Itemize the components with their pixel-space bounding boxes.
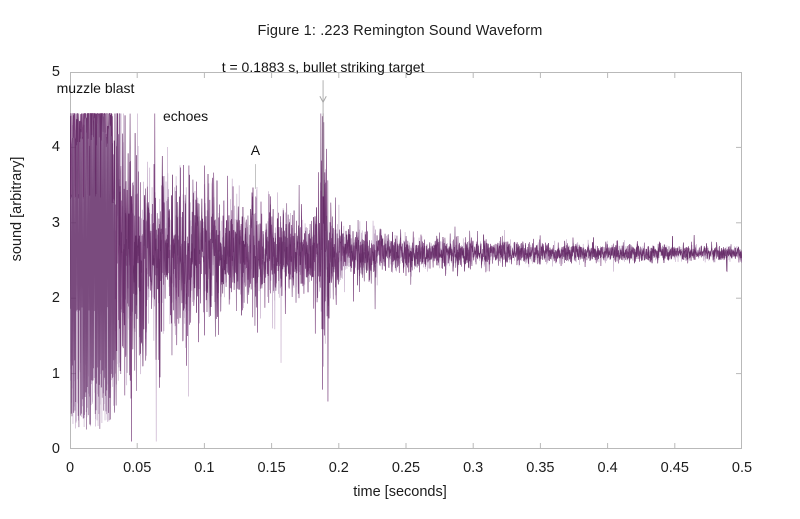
ytick-label: 2 — [51, 290, 60, 307]
ytick-label: 3 — [51, 214, 60, 231]
waveform-trace — [70, 113, 742, 441]
annotation-bullet-strike: t = 0.1883 s, bullet striking target — [221, 59, 425, 76]
xtick-label: 0.05 — [123, 460, 152, 476]
figure-title: Figure 1: .223 Remington Sound Waveform — [257, 23, 543, 39]
xtick-label: 0.25 — [391, 460, 421, 476]
ytick-label: 0 — [51, 441, 60, 457]
xtick-label: 0.4 — [597, 460, 618, 476]
annotation-echoes: echoes — [163, 108, 209, 125]
ytick-label: 5 — [51, 64, 60, 80]
y-axis-title: sound [arbitrary] — [9, 156, 25, 262]
ytick-label: 4 — [51, 139, 60, 156]
x-axis-title: time [seconds] — [353, 484, 447, 500]
xtick-label: 0 — [65, 460, 75, 476]
xtick-label: 0.2 — [328, 460, 349, 476]
annotation-muzzle-blast: muzzle blast — [56, 79, 135, 96]
annotation-peak-a: A — [250, 142, 261, 159]
xtick-label: 0.15 — [257, 460, 286, 476]
plot-area — [70, 72, 742, 449]
ytick-label: 1 — [51, 365, 60, 382]
xtick-label: 0.45 — [660, 460, 689, 476]
xtick-label: 0.35 — [526, 460, 555, 476]
bullet-strike-arrow-group — [255, 80, 327, 197]
waveform-plot — [70, 72, 742, 449]
xtick-label: 0.3 — [463, 460, 484, 476]
xtick-label: 0.1 — [194, 460, 215, 476]
xtick-label: 0.5 — [731, 460, 753, 476]
